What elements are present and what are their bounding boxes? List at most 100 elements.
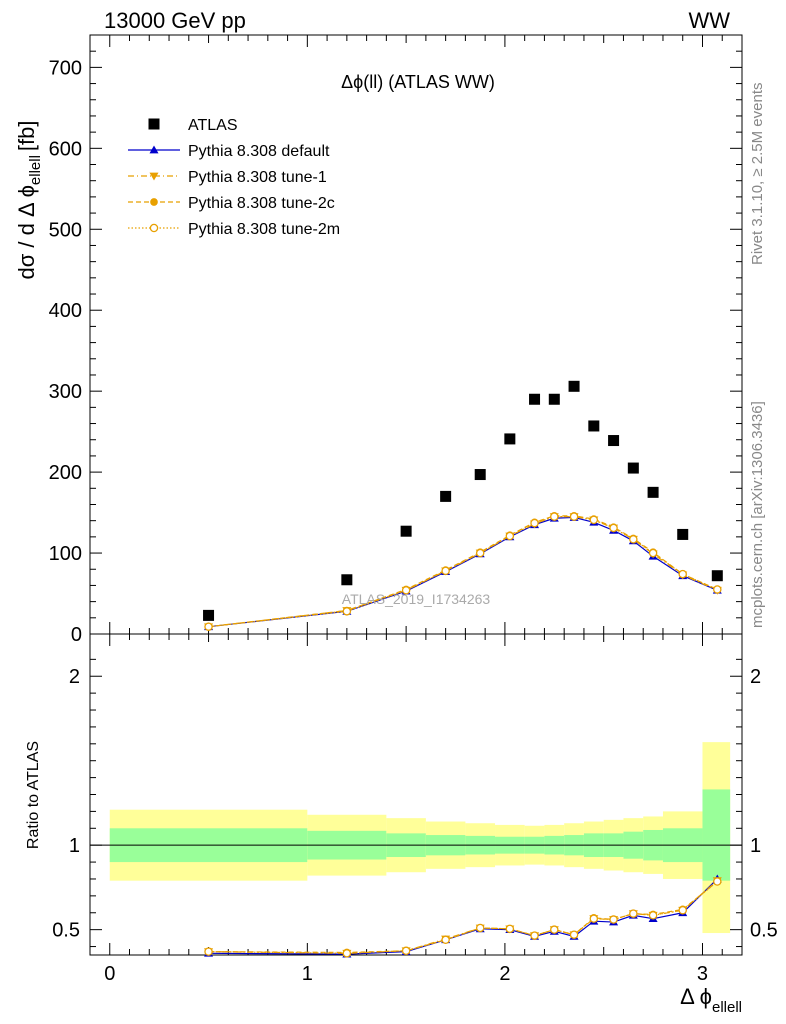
watermark: ATLAS_2019_I1734263 — [342, 591, 491, 607]
main-series-3 — [204, 511, 722, 631]
main-point-4-4 — [475, 548, 485, 558]
main-series-line-2 — [208, 516, 718, 628]
ratio-ylabel: Ratio to ATLAS — [25, 741, 42, 849]
main-point-0-13 — [677, 528, 689, 540]
legend-label-0: ATLAS — [188, 117, 238, 134]
ratio-ytick-label-right: 0.5 — [750, 920, 778, 942]
ratio-point-3-3 — [441, 935, 450, 945]
main-point-0-0 — [203, 609, 215, 621]
ratio-series-3 — [204, 877, 722, 958]
main-point-0-1 — [341, 574, 353, 586]
main-point-4-6 — [530, 518, 539, 528]
ratio-series-line-3 — [208, 881, 718, 954]
ratio-point-3-8 — [569, 930, 579, 939]
main-ylabel-text: dσ / d Δ ϕellell [fb] — [14, 120, 44, 279]
main-point-0-3 — [440, 490, 452, 502]
ratio-series-0 — [204, 874, 722, 958]
ratio-point-3-6 — [530, 931, 539, 940]
main-ytick-label: 600 — [49, 138, 82, 160]
legend: ATLAS Pythia 8.308 default Pythia 8.308 tu… — [128, 117, 340, 238]
main-series-2 — [204, 513, 722, 632]
main-point-4-7 — [550, 512, 559, 521]
legend-label-4: Pythia 8.308 tune-2m — [188, 221, 340, 238]
main-series-line-3 — [208, 515, 718, 628]
ratio-point-3-2 — [401, 946, 411, 956]
ratio-point-3-13 — [678, 905, 687, 915]
main-point-4-12 — [648, 548, 658, 558]
ylabel-sub: ellell — [27, 155, 44, 185]
main-ytick-label: 200 — [49, 462, 82, 484]
main-point-0-8 — [568, 380, 580, 392]
ylabel-main: dσ / d Δ ϕ — [14, 185, 39, 279]
main-point-4-9 — [589, 515, 599, 525]
main-point-0-12 — [647, 486, 659, 498]
main-point-4-10 — [609, 523, 618, 533]
main-point-0-4 — [474, 469, 486, 481]
ratio-point-3-12 — [648, 911, 658, 920]
main-point-0-11 — [627, 462, 639, 474]
xtick-label: 0 — [104, 963, 115, 985]
band-inner-14 — [702, 789, 731, 881]
main-ytick-label: 400 — [49, 300, 82, 322]
main-ytick-label: 100 — [49, 543, 82, 565]
xlabel-sub: ellell — [712, 999, 742, 1016]
ratio-point-3-1 — [342, 949, 352, 958]
main-series-line-1 — [208, 516, 718, 628]
main-point-4-13 — [678, 569, 687, 579]
main-point-4-3 — [441, 566, 450, 576]
ratio-bands — [109, 742, 731, 934]
header-left: 13000 GeV pp — [104, 8, 246, 33]
ratio-point-3-5 — [505, 924, 515, 934]
xlabel-main: Δ ϕ — [680, 984, 712, 1009]
ratio-point-3-4 — [475, 923, 485, 933]
main-point-4-1 — [342, 607, 352, 616]
legend-marker-4 — [149, 223, 159, 233]
main-ytick-label: 700 — [49, 57, 82, 79]
main-point-4-14 — [713, 585, 722, 594]
plot-title: Δϕ(ll) (ATLAS WW) — [341, 72, 495, 92]
main-point-0-2 — [400, 525, 412, 537]
main-point-4-2 — [401, 586, 411, 595]
plots-layer: 0 100 200 300 400 500 600 700 0 1 2 3 0.5 0.5 1 1 2 2 Δϕ(l… — [14, 34, 778, 1016]
legend-marker-2 — [149, 172, 159, 181]
main-point-4-0 — [204, 622, 213, 631]
xlabel-text: Δ ϕellell — [680, 984, 742, 1016]
ylabel-unit: [fb] — [14, 120, 39, 151]
ratio-ytick-label-right: 2 — [750, 666, 761, 688]
header-right: WW — [688, 8, 730, 33]
xtick-label: 2 — [499, 963, 510, 985]
xtick-label: 3 — [697, 963, 708, 985]
main-ytick-label: 300 — [49, 381, 82, 403]
legend-marker-1 — [149, 145, 159, 154]
main-point-0-14 — [711, 570, 723, 582]
main-series-0 — [203, 380, 723, 621]
legend-marker-3 — [150, 198, 158, 206]
main-point-4-5 — [505, 531, 515, 541]
xtick-label: 1 — [302, 963, 313, 985]
legend-label-3: Pythia 8.308 tune-2c — [188, 195, 335, 212]
ratio-frame — [89, 633, 743, 956]
main-series-4 — [204, 512, 722, 631]
ratio-point-3-10 — [609, 915, 618, 924]
legend-label-2: Pythia 8.308 tune-1 — [188, 169, 327, 186]
main-point-4-8 — [569, 512, 579, 521]
side-label-rivet: Rivet 3.1.10, ≥ 2.5M events — [749, 83, 766, 266]
ratio-ytick-label: 1 — [69, 835, 80, 857]
ratio-ytick-label-right: 1 — [750, 835, 761, 857]
ratio-point-3-14 — [713, 877, 722, 886]
ratio-point-3-7 — [550, 925, 559, 934]
main-ylabel: dσ / d Δ ϕellell [fb] — [14, 120, 44, 279]
ratio-point-3-0 — [204, 947, 213, 956]
main-point-0-6 — [529, 393, 541, 405]
main-point-0-5 — [504, 433, 516, 445]
main-point-4-11 — [629, 535, 638, 544]
ratio-series-line-0 — [208, 878, 718, 955]
ratio-ytick-label: 2 — [69, 666, 80, 688]
main-point-0-10 — [608, 435, 620, 447]
legend-label-1: Pythia 8.308 default — [188, 143, 330, 160]
ratio-ytick-label: 0.5 — [52, 920, 80, 942]
main-point-0-7 — [548, 393, 560, 405]
main-point-0-9 — [588, 420, 600, 432]
main-ytick-label: 0 — [71, 624, 82, 646]
